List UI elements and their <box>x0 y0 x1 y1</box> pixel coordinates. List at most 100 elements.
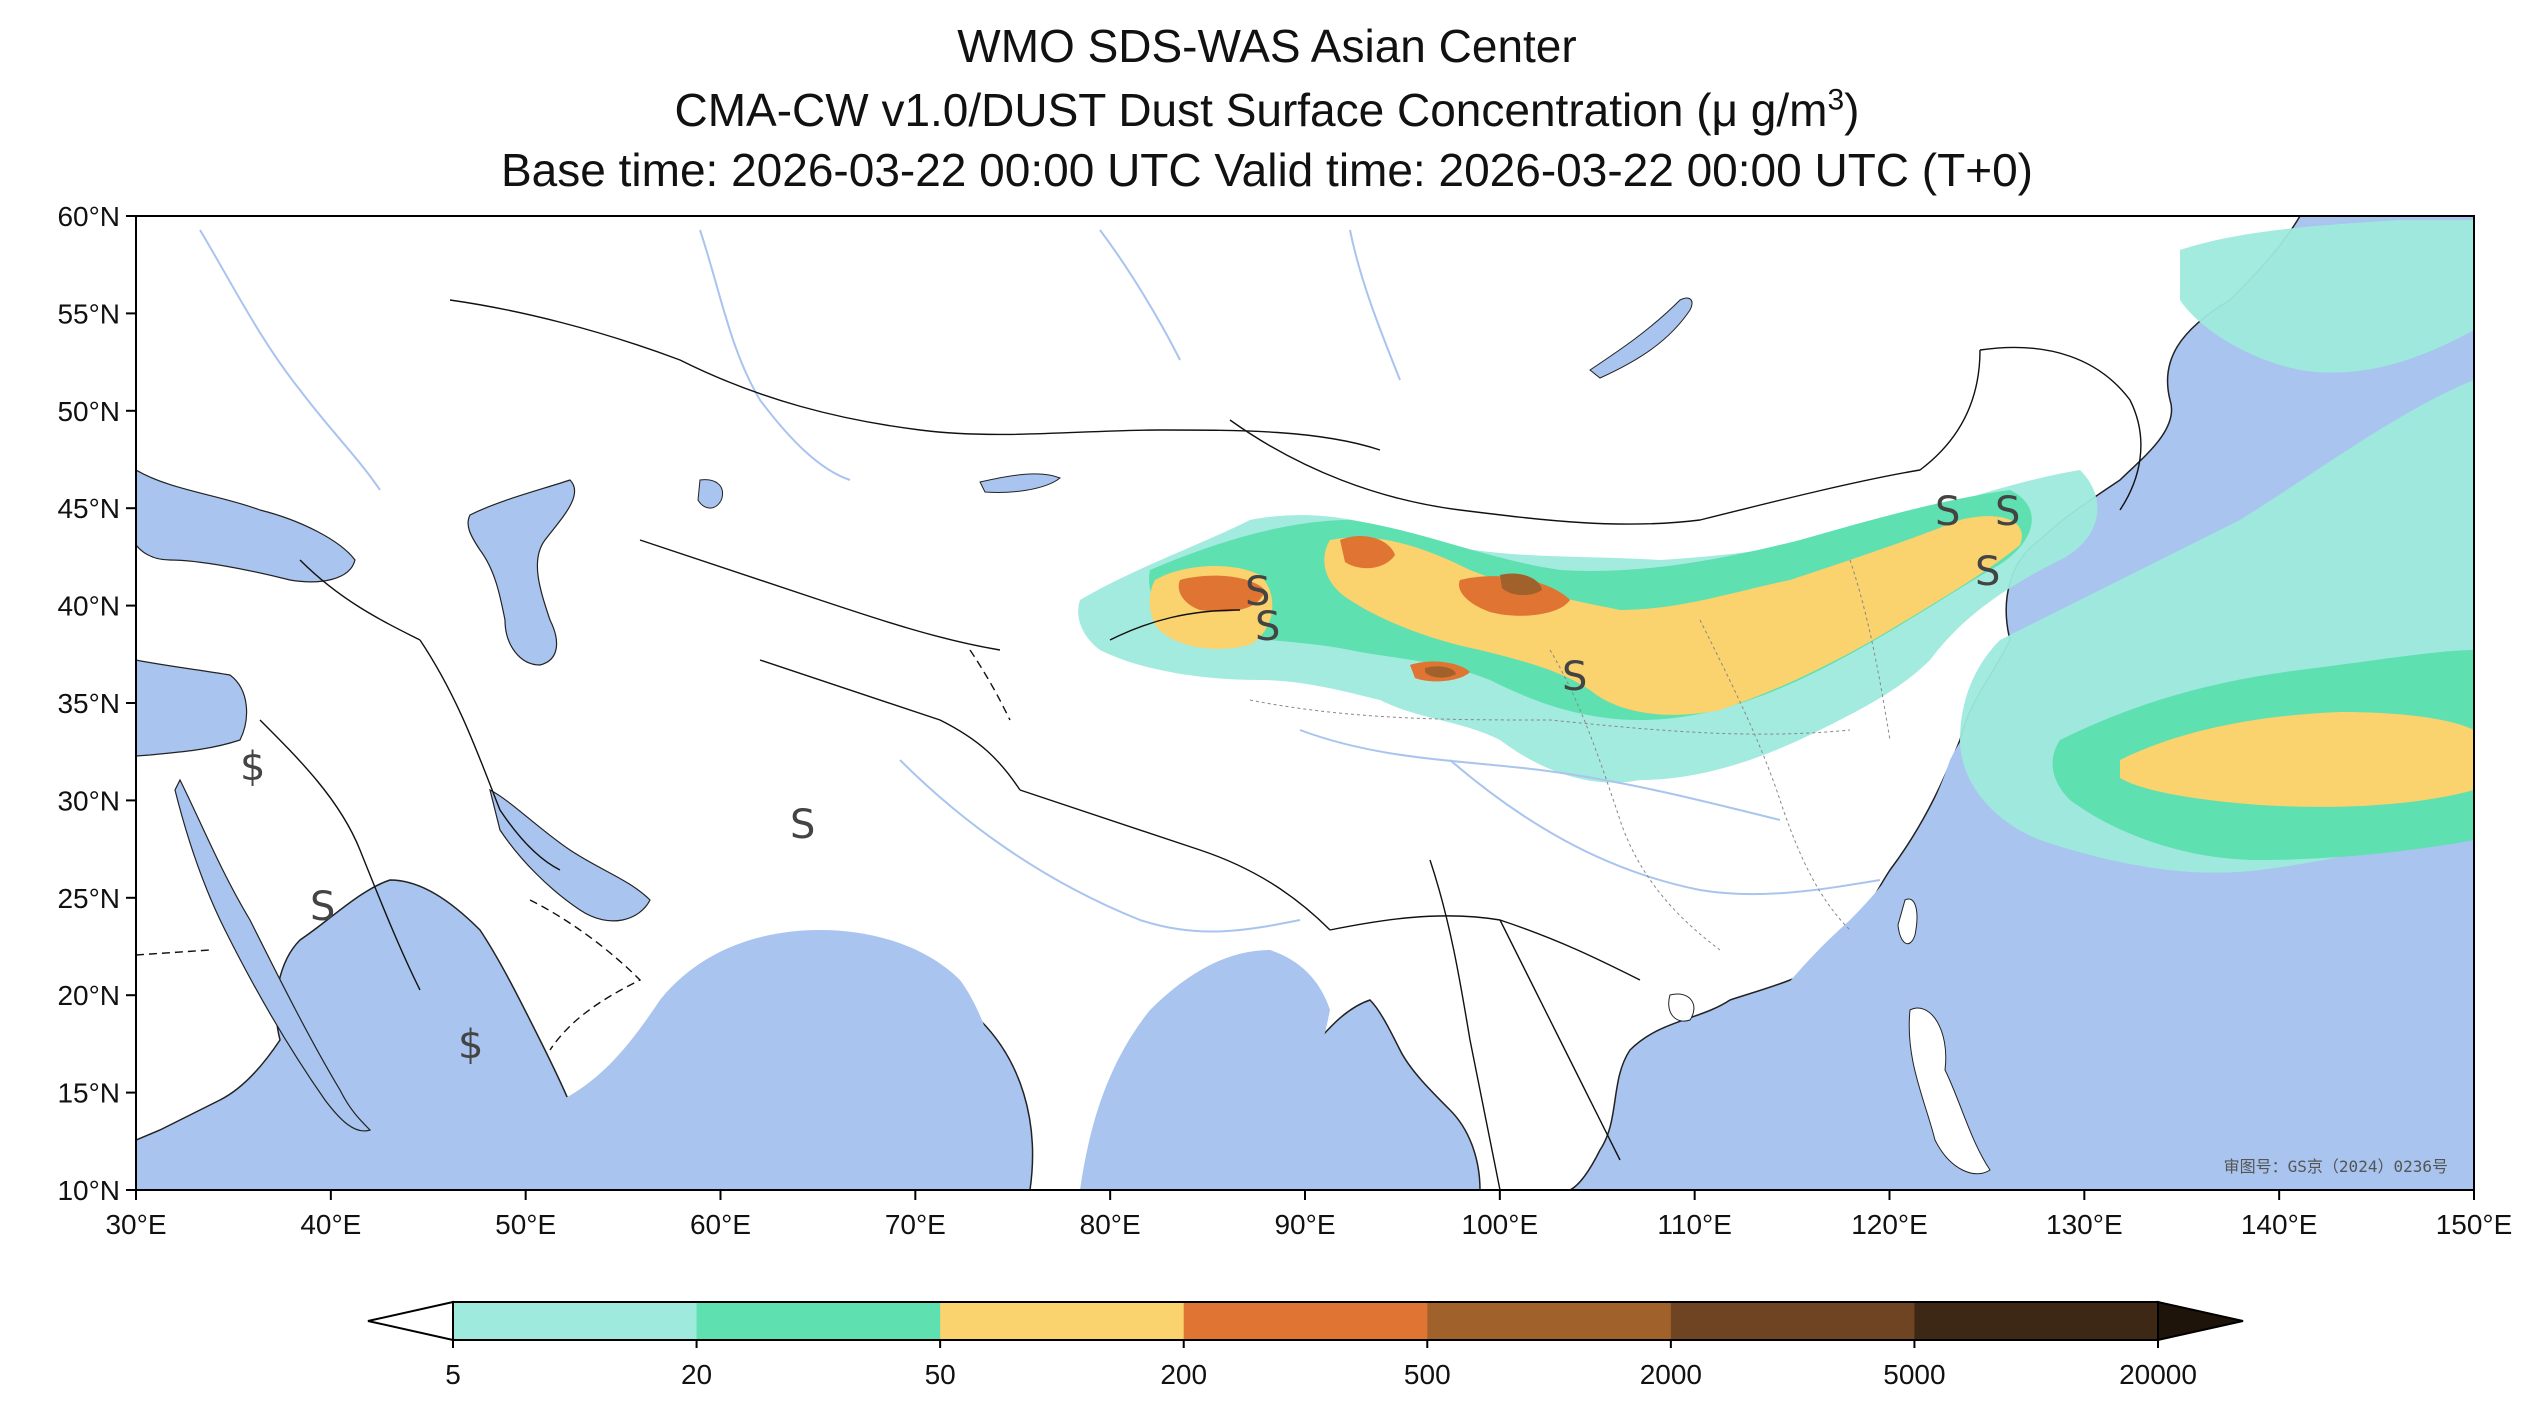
colorbar-segment <box>1427 1302 1672 1340</box>
river-3 <box>1099 229 1181 361</box>
border-1 <box>449 299 1381 451</box>
colorbar-label: 20000 <box>2119 1359 2197 1390</box>
colorbar-label: 5000 <box>1883 1359 1945 1390</box>
dust-field <box>1078 220 2474 873</box>
philippines <box>1908 1007 1991 1175</box>
disputed-borders <box>136 649 1011 1051</box>
black-sea <box>136 469 356 583</box>
border-13 <box>1429 859 1501 1190</box>
lon-tick-label: 60°E <box>690 1209 751 1240</box>
dust-level-500-gobi <box>1500 573 1542 596</box>
colorbar-label: 5 <box>445 1359 461 1390</box>
colorbar-segment <box>1914 1302 2159 1340</box>
dust-symbol-1: S <box>1245 569 1270 615</box>
colorbar-over-arrow <box>2157 1300 2244 1342</box>
lat-tick-label: 30°N <box>57 785 120 816</box>
title-line-2-close: ) <box>1844 84 1860 136</box>
colorbar-label: 50 <box>925 1359 956 1390</box>
dust-level-200-gobi-b <box>1459 576 1570 616</box>
lon-tick-label: 110°E <box>1657 1209 1732 1240</box>
border-5 <box>759 659 1021 791</box>
border-12 <box>1499 919 1621 1161</box>
persian-gulf <box>489 788 651 922</box>
colorbar-segment <box>940 1302 1185 1340</box>
hainan <box>1668 993 1695 1022</box>
colorbar-segment <box>696 1302 941 1340</box>
lat-tick-label: 15°N <box>57 1078 120 1109</box>
lon-tick-label: 50°E <box>495 1209 556 1240</box>
dust-symbol-6: S <box>1975 549 2000 595</box>
border-2 <box>1229 349 1981 525</box>
colorbar-frame <box>452 1301 2159 1341</box>
colorbar: 5 20 50 200 500 2000 5000 20000 <box>367 1300 2244 1390</box>
river-5 <box>1299 729 1781 821</box>
mediterranean-sea <box>136 659 248 757</box>
dust-level-200-taklimakan <box>1178 575 1265 612</box>
disputed-border-2 <box>529 899 642 1051</box>
dust-symbol-3: S <box>1562 654 1587 700</box>
aral-sea <box>697 479 724 509</box>
lon-tick-label: 40°E <box>300 1209 361 1240</box>
title-unit-exponent: 3 <box>1827 83 1845 117</box>
border-8 <box>419 639 561 871</box>
river-6 <box>1449 759 1881 896</box>
country-borders <box>259 299 2142 1190</box>
border-9 <box>259 719 421 991</box>
river-4 <box>1349 229 1401 381</box>
province-border-2 <box>1549 649 1721 951</box>
dust-symbol-4: S <box>1935 489 1960 535</box>
dust-symbol-2: S <box>1255 604 1280 650</box>
border-6 <box>1019 789 1331 931</box>
colorbar-label: 20 <box>681 1359 712 1390</box>
border-3 <box>1979 346 2142 511</box>
lake-balkhash <box>979 473 1061 493</box>
bay-of-bengal <box>1080 950 1330 1190</box>
colorbar-label: 200 <box>1160 1359 1207 1390</box>
province-border-4 <box>1849 559 1891 741</box>
border-7 <box>1329 915 1641 981</box>
lake-baikal <box>1589 297 1693 379</box>
lat-tick-label: 10°N <box>57 1175 120 1206</box>
rivers <box>199 229 1881 933</box>
river-7 <box>899 759 1301 933</box>
latitude-axis: 60°N 55°N 50°N 45°N 40°N 35°N 30°N 25°N 20°N 15°N… <box>57 201 136 1206</box>
dust-level-50-japan <box>2120 712 2474 807</box>
lon-tick-label: 150°E <box>2436 1209 2513 1240</box>
dust-level-50-gobi <box>1324 516 2022 715</box>
taiwan <box>1897 898 1918 945</box>
province-border-1 <box>1249 699 1851 735</box>
arabian-sea <box>380 930 1020 1190</box>
lon-tick-label: 80°E <box>1080 1209 1141 1240</box>
red-sea <box>174 778 372 1132</box>
dust-symbol-9: $ <box>240 744 265 790</box>
border-10 <box>299 559 421 641</box>
colorbar-segment <box>1183 1302 1428 1340</box>
colorbar-segment <box>1670 1302 1915 1340</box>
lon-tick-label: 90°E <box>1274 1209 1335 1240</box>
title-line-1: WMO SDS-WAS Asian Center <box>957 20 1577 72</box>
lat-tick-label: 55°N <box>57 298 120 329</box>
lon-tick-label: 30°E <box>105 1209 166 1240</box>
river-1 <box>199 229 381 491</box>
colorbar-label: 2000 <box>1640 1359 1702 1390</box>
map-content: S S S S S S S S $ $ 审图号：GS京（2024）0236号 <box>136 216 2474 1190</box>
lat-tick-label: 35°N <box>57 688 120 719</box>
border-11 <box>1109 609 1241 641</box>
lon-tick-label: 130°E <box>2046 1209 2123 1240</box>
dust-level-200-gobi-a <box>1340 535 1395 569</box>
title-line-2-text: CMA-CW v1.0/DUST Dust Surface Concentrat… <box>674 84 1712 136</box>
colorbar-segment <box>453 1302 698 1340</box>
colorbar-under-arrow <box>367 1300 454 1342</box>
lat-tick-label: 20°N <box>57 980 120 1011</box>
dust-symbol-8: S <box>310 884 335 930</box>
disputed-border-3 <box>969 649 1011 721</box>
lon-tick-label: 70°E <box>885 1209 946 1240</box>
lon-tick-label: 120°E <box>1851 1209 1928 1240</box>
dust-symbol-10: $ <box>458 1022 483 1068</box>
approval-stamp: 审图号：GS京（2024）0236号 <box>2224 1157 2448 1176</box>
title-unit: μ g/m <box>1711 84 1828 136</box>
dust-symbol-7: S <box>790 802 815 848</box>
dust-symbol-5: S <box>1995 489 2020 535</box>
dust-level-500-qaidam <box>1425 666 1456 678</box>
